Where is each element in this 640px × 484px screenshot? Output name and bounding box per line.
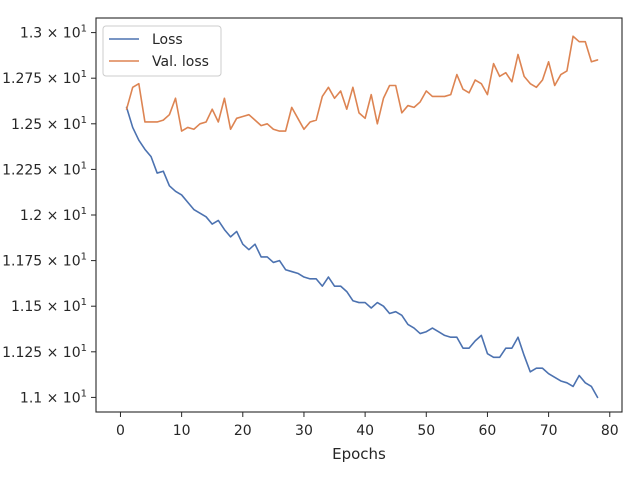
y-tick-label: 1.175 × 101 [2,252,87,270]
legend-label-loss: Loss [152,32,183,48]
x-tick-label: 20 [234,423,252,439]
x-tick-label: 40 [356,423,374,439]
x-tick-label: 70 [540,423,558,439]
series-line-loss [125,106,599,399]
y-tick-label: 1.25 × 101 [11,115,87,133]
plot-lines [125,35,599,399]
x-tick-label: 30 [295,423,313,439]
x-tick-label: 60 [479,423,497,439]
y-tick-label: 1.125 × 101 [2,343,87,361]
x-tick-label: 10 [173,423,191,439]
y-tick-label: 1.15 × 101 [11,297,87,315]
x-tick-label: 0 [116,423,125,439]
y-tick-label: 1.2 × 101 [20,206,87,224]
y-tick-label: 1.3 × 101 [20,24,87,42]
x-tick-label: 80 [601,423,619,439]
legend: Loss Val. loss [102,25,222,77]
y-tick-label: 1.225 × 101 [2,160,87,178]
y-tick-label: 1.275 × 101 [2,69,87,87]
x-axis: 0 10 20 30 40 50 60 70 80 [116,412,619,439]
legend-label-val-loss: Val. loss [152,54,209,70]
y-axis: 1.1 × 101 1.125 × 101 1.15 × 101 1.175 × 10… [2,24,96,406]
x-axis-title: Epochs [332,445,386,463]
x-tick-label: 50 [417,423,435,439]
series-line-val-loss [125,35,599,132]
y-tick-label: 1.1 × 101 [20,388,87,406]
